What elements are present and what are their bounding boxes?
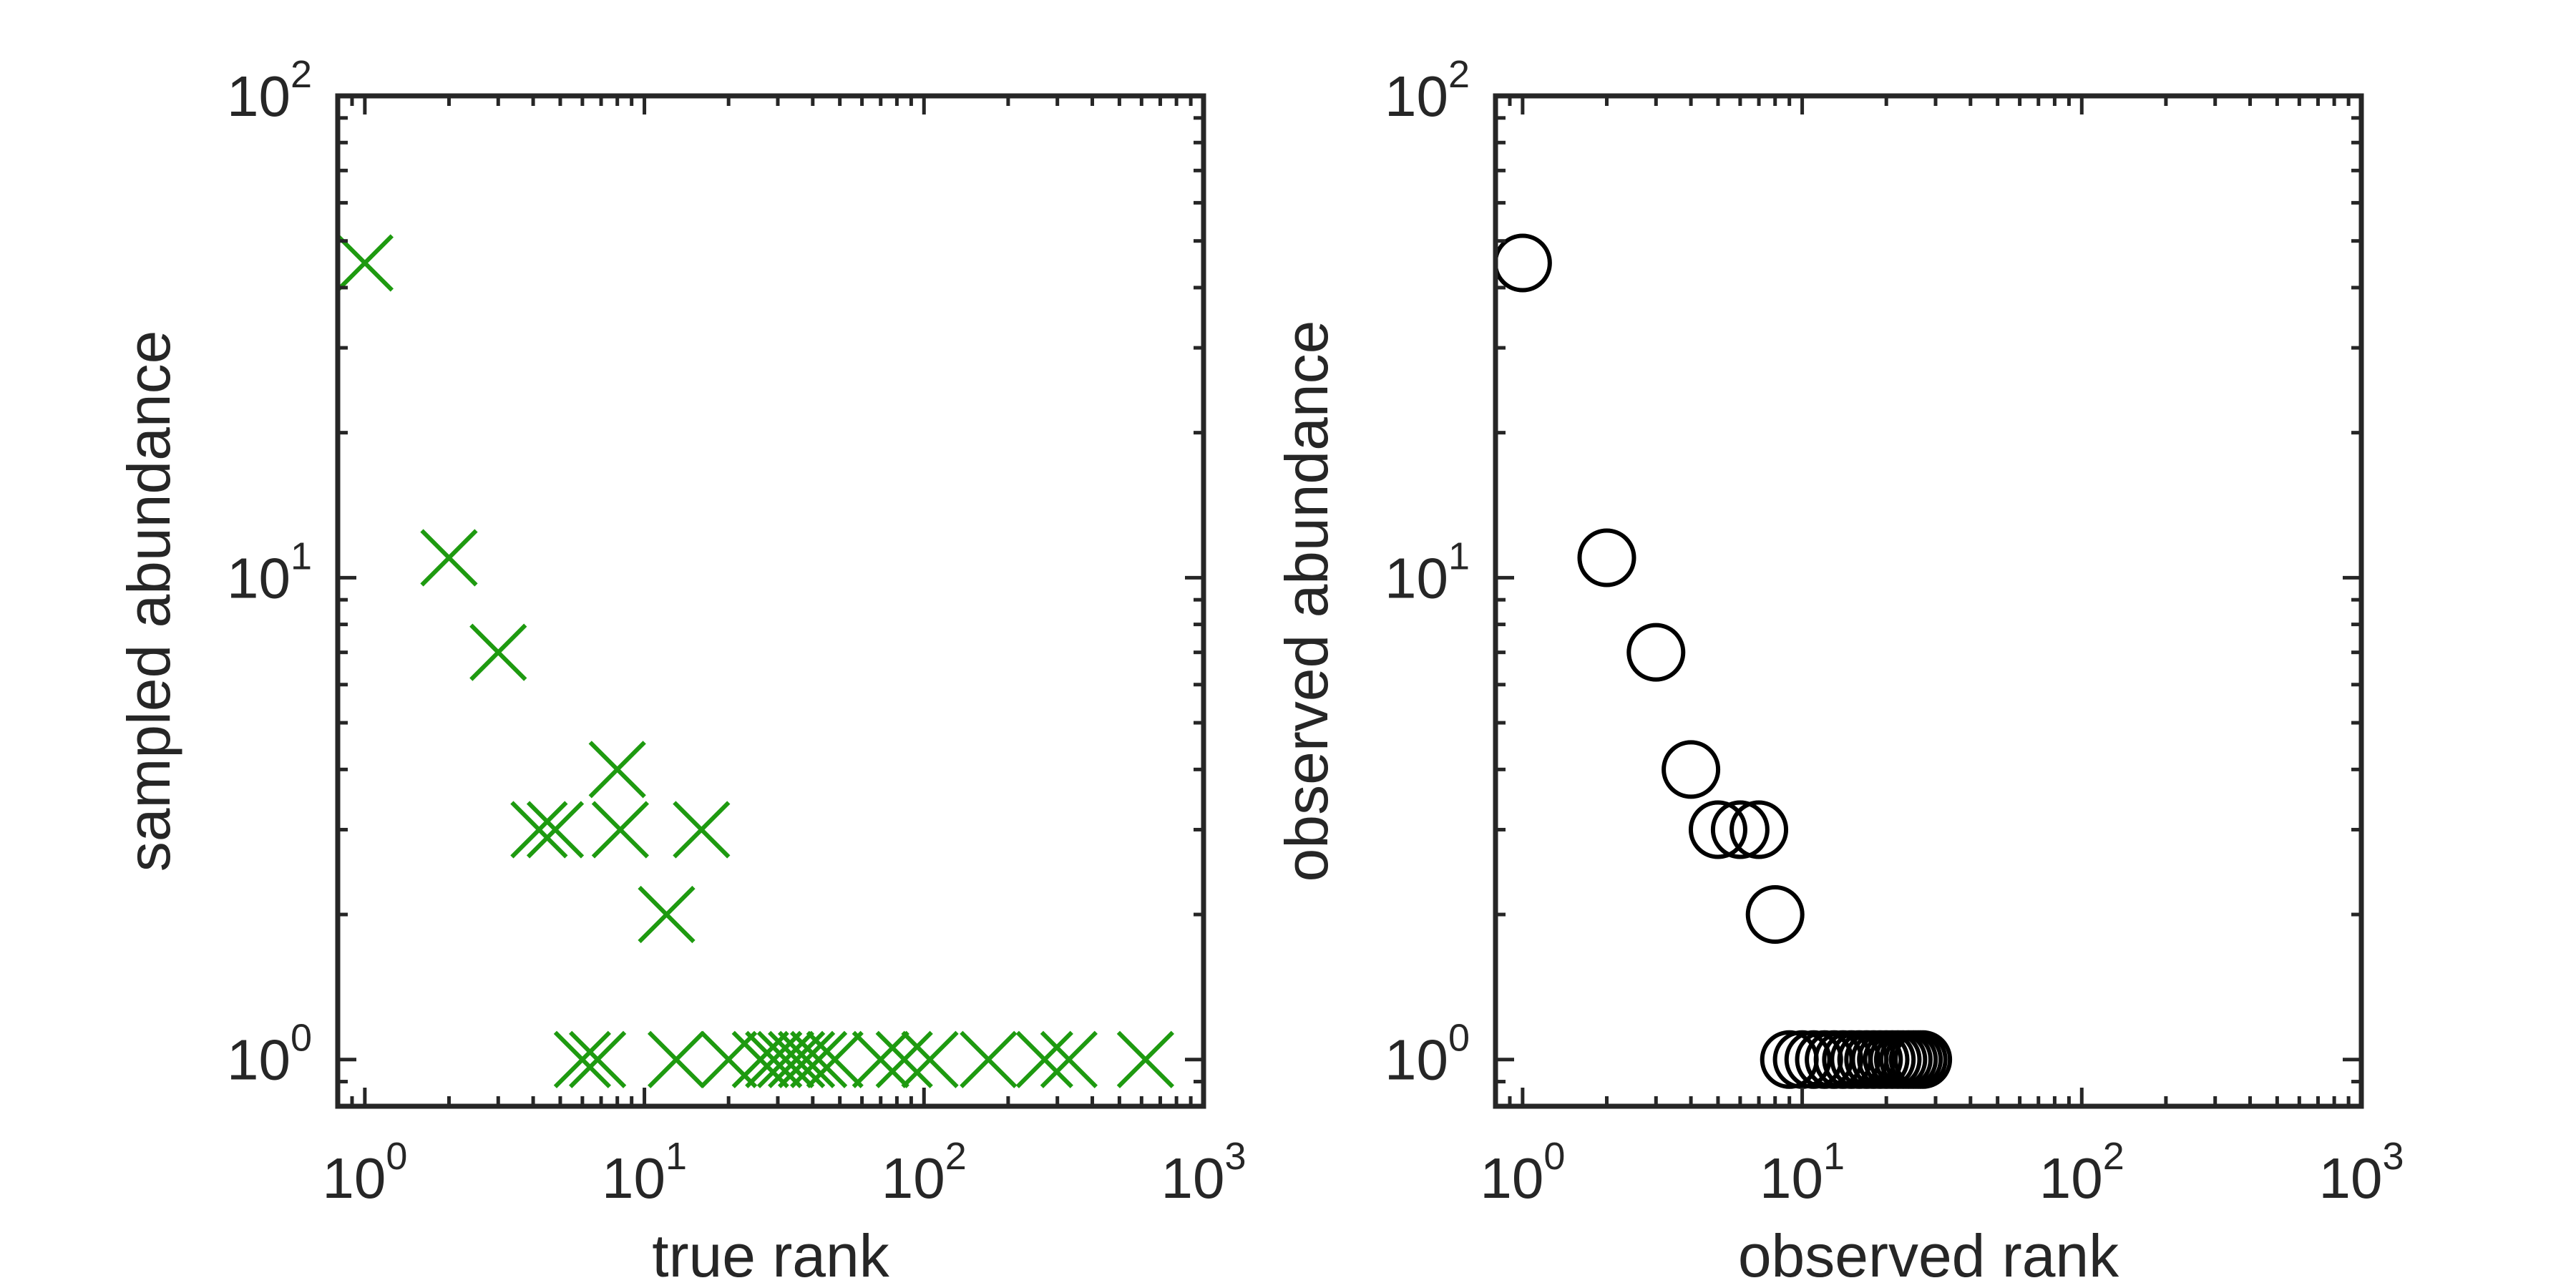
circle-marker (1729, 800, 1789, 859)
right-tick-marks (1493, 94, 2363, 1108)
x-marker (875, 1030, 933, 1088)
right-data-points (1493, 233, 1953, 1089)
right-panel: 100 101 102 103 100 101 102 observed rank obse… (1273, 53, 2404, 1288)
y-tick-label: 100 (227, 1017, 312, 1092)
x-tick-label: 101 (602, 1135, 687, 1210)
x-marker (777, 1030, 836, 1088)
left-y-axis-label: sampled abundance (115, 331, 182, 872)
x-marker (806, 1030, 864, 1088)
x-tick-label: 100 (1480, 1135, 1565, 1210)
left-panel: 100 101 102 103 100 101 102 true rank sampled … (115, 53, 1246, 1288)
x-marker (960, 1030, 1018, 1088)
x-tick-label: 100 (322, 1135, 407, 1210)
right-tick-labels: 100 101 102 103 100 101 102 (1385, 53, 2404, 1210)
x-marker (789, 1030, 848, 1088)
x-marker (420, 529, 478, 587)
x-marker (526, 801, 585, 859)
right-y-axis-label: observed abundance (1273, 321, 1340, 882)
x-marker (1040, 1030, 1098, 1088)
right-x-axis-label: observed rank (1738, 1222, 2119, 1288)
y-tick-label: 100 (1385, 1017, 1470, 1092)
x-tick-label: 102 (882, 1135, 967, 1210)
left-tick-marks (336, 94, 1206, 1108)
x-marker (745, 1030, 803, 1088)
x-marker (510, 801, 568, 859)
y-tick-label: 101 (1385, 535, 1470, 610)
left-tick-labels: 100 101 102 103 100 101 102 (227, 53, 1246, 1210)
y-tick-label: 102 (227, 53, 312, 128)
x-tick-label: 103 (2318, 1135, 2404, 1210)
x-marker (852, 1030, 909, 1088)
x-tick-label: 103 (1161, 1135, 1246, 1210)
x-tick-label: 102 (2039, 1135, 2124, 1210)
x-marker (553, 1030, 612, 1088)
circle-marker (1662, 740, 1721, 799)
circle-marker (1626, 623, 1686, 682)
x-marker (1116, 1030, 1175, 1088)
circle-marker (1772, 1030, 1832, 1089)
x-marker (647, 1030, 706, 1088)
x-marker (638, 885, 696, 944)
x-marker (673, 801, 731, 859)
x-marker (469, 623, 527, 681)
x-marker (588, 741, 646, 799)
x-marker (336, 234, 394, 292)
circle-marker (1710, 800, 1770, 859)
left-x-axis-label: true rank (652, 1222, 889, 1288)
x-marker (591, 801, 650, 859)
x-marker (569, 1030, 627, 1088)
circle-marker (1893, 1030, 1953, 1089)
x-marker (700, 1030, 758, 1088)
y-tick-label: 101 (227, 535, 312, 610)
x-marker (756, 1030, 815, 1088)
x-marker (901, 1030, 959, 1088)
y-tick-label: 102 (1385, 53, 1470, 128)
x-marker (1015, 1030, 1073, 1088)
x-tick-label: 101 (1760, 1135, 1845, 1210)
circle-marker (1577, 528, 1636, 587)
left-data-points (336, 234, 1175, 1088)
circle-marker (1688, 800, 1747, 859)
circle-marker (1745, 885, 1805, 945)
